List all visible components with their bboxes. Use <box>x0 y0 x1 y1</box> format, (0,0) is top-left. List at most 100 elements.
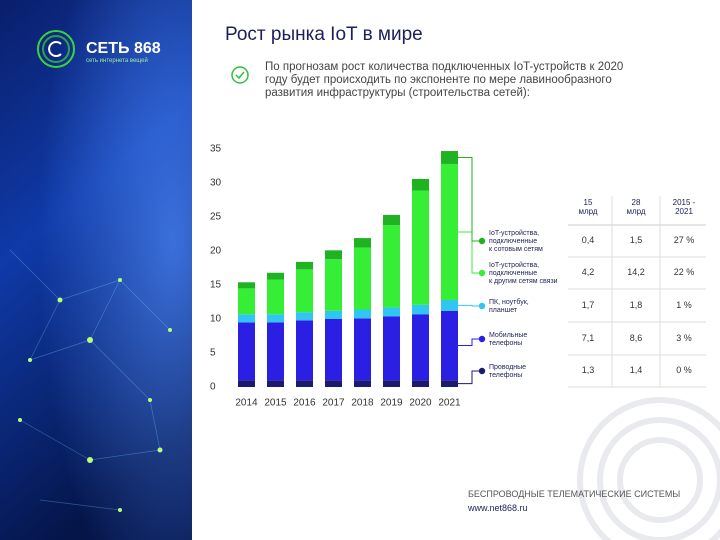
bar-segment <box>441 151 458 164</box>
table-header: 15 млрд <box>578 198 598 217</box>
bar-segment <box>267 279 284 315</box>
table-cell: 1,8 <box>629 300 643 310</box>
table-cell: 1,7 <box>581 300 595 310</box>
left-panel <box>0 0 192 540</box>
legend-dot <box>478 269 486 277</box>
x-tick-label: 2016 <box>293 398 316 409</box>
bar-segment <box>383 225 400 308</box>
bar-segment <box>296 269 313 313</box>
bar-segment <box>296 261 313 270</box>
legend-dot <box>478 302 486 310</box>
bar-segment <box>412 304 429 315</box>
legend-connector <box>458 231 481 274</box>
legend-dot <box>478 367 486 375</box>
y-tick-label: 15 <box>210 280 222 291</box>
table-header: 28 млрд <box>626 198 646 217</box>
logo: СЕТЬ 868 <box>86 40 161 57</box>
bar-segment <box>296 380 313 387</box>
bar-segment <box>383 214 400 226</box>
x-tick-label: 2017 <box>322 398 345 409</box>
legend-label: Проводные телефоны <box>489 363 527 379</box>
bar-segment <box>383 316 400 381</box>
table-cell: 3 % <box>676 333 692 343</box>
bar-segment <box>354 247 371 310</box>
chart-subtitle: По прогнозам рост количества подключенны… <box>265 61 624 100</box>
bar-segment <box>354 380 371 387</box>
bar-segment <box>383 380 400 387</box>
x-tick-label: 2021 <box>438 398 461 409</box>
bar-segment <box>441 380 458 387</box>
bar-segment <box>383 307 400 317</box>
table-cell: 22 % <box>673 267 695 277</box>
footer-title: БЕСПРОВОДНЫЕ ТЕЛЕМАТИЧЕСКИЕ СИСТЕМЫ <box>468 489 681 499</box>
bar-segment <box>267 314 284 323</box>
watermark <box>577 397 720 540</box>
legend-label: ПК, ноутбук, планшет <box>489 298 529 314</box>
plot: 0 5 10 15 20 25 30 35 2014 2015 2016 2017 2018 2019 20… <box>210 144 706 409</box>
table-header: 2015 - 2021 <box>672 198 696 217</box>
legend-connector <box>458 304 481 307</box>
bar-segment <box>441 163 458 300</box>
bar-segment <box>267 380 284 387</box>
bar-segment <box>441 299 458 311</box>
legend-connector <box>458 370 481 385</box>
bar-segment <box>238 288 255 315</box>
y-tick-label: 0 <box>210 382 216 393</box>
logo-subtitle: сеть интернета вещей <box>86 58 148 64</box>
bar-segment <box>325 310 342 319</box>
table-cell: 0 % <box>676 365 692 375</box>
bar-segment <box>238 380 255 387</box>
table-cell: 4,2 <box>581 267 595 277</box>
check-icon <box>231 66 249 84</box>
legend-label: IoT-устройства, подключенные к сотовым с… <box>489 229 543 254</box>
footer-url: www.net868.ru <box>468 503 528 513</box>
bar-segment <box>412 190 429 305</box>
legend-connector <box>458 157 481 242</box>
bar-segment <box>267 272 284 280</box>
bar-segment <box>325 259 342 311</box>
legend-dot <box>478 335 486 343</box>
table-cell: 1,3 <box>581 365 595 375</box>
bar-segment <box>325 380 342 387</box>
x-tick-label: 2014 <box>235 398 258 409</box>
table-cell: 8,6 <box>629 333 643 343</box>
legend-connector <box>458 338 481 347</box>
x-tick-label: 2019 <box>380 398 403 409</box>
bar-segment <box>412 380 429 387</box>
bar-segment <box>441 310 458 381</box>
table-cell: 7,1 <box>581 333 595 343</box>
table-cell: 0,4 <box>581 235 595 245</box>
y-tick-label: 5 <box>210 348 216 359</box>
y-tick-label: 20 <box>210 246 222 257</box>
y-tick-label: 10 <box>210 314 222 325</box>
bar-segment <box>238 322 255 381</box>
bar-segment <box>354 238 371 248</box>
table-cell: 27 % <box>673 235 695 245</box>
legend-label: IoT-устройства, подключенные к другим се… <box>489 261 558 286</box>
bar-segment <box>238 282 255 289</box>
table-cell: 1,5 <box>629 235 643 245</box>
table-cell: 1 % <box>676 300 692 310</box>
bar-segment <box>296 312 313 321</box>
bar-segment <box>354 318 371 381</box>
legend-dot <box>478 237 486 245</box>
legend-label: Мобильные телефоны <box>489 331 528 347</box>
y-tick-label: 35 <box>210 144 222 155</box>
y-tick-label: 25 <box>210 212 222 223</box>
y-tick-label: 30 <box>210 178 222 189</box>
x-tick-label: 2018 <box>351 398 374 409</box>
bar-segment <box>412 314 429 381</box>
table-cell: 1,4 <box>629 365 643 375</box>
x-tick-label: 2015 <box>264 398 287 409</box>
bar-segment <box>296 320 313 381</box>
x-tick-label: 2020 <box>409 398 432 409</box>
bar-segment <box>412 178 429 191</box>
table-cell: 14,2 <box>627 267 645 277</box>
chart-title: Рост рынка IoT в мире <box>225 24 423 45</box>
bar-segment <box>267 322 284 381</box>
bar-segment <box>238 314 255 323</box>
bar-segment <box>325 319 342 381</box>
bar-segment <box>325 250 342 260</box>
